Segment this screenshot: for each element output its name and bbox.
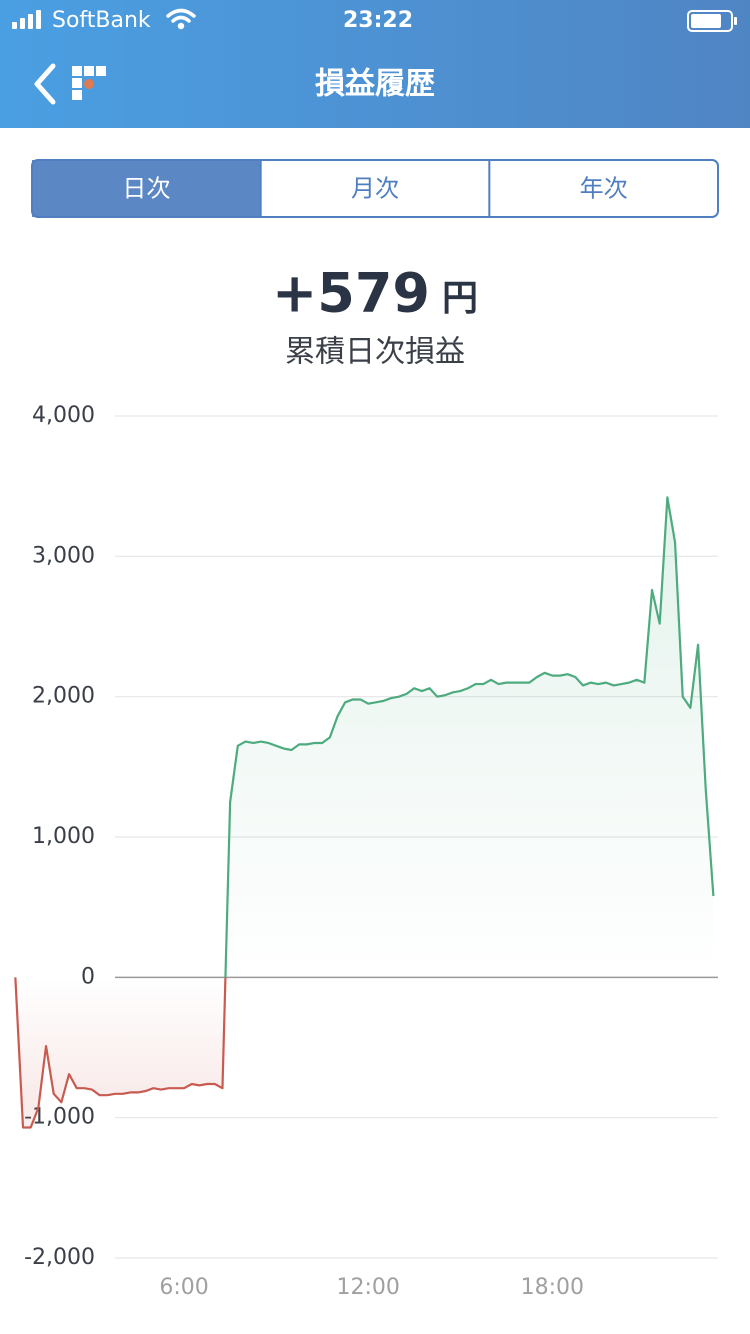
carrier: SoftBank	[52, 8, 151, 33]
y-tick-label: 4,000	[32, 403, 95, 428]
tab-label: 日次	[122, 175, 170, 203]
y-tick-label: 1,000	[32, 824, 95, 849]
x-tick-label: 6:00	[159, 1275, 208, 1300]
tab-border	[31, 159, 719, 218]
signal-icon	[12, 10, 41, 29]
y-tick-label: -2,000	[24, 1245, 95, 1270]
summary-label: 累積日次損益	[285, 335, 465, 370]
battery-icon	[687, 10, 737, 32]
y-tick-label: 2,000	[32, 684, 95, 709]
wifi-icon	[166, 8, 196, 30]
nav-title: 損益履歴	[315, 67, 435, 102]
header-bg	[0, 0, 750, 128]
app-logo	[72, 66, 106, 100]
area-fill	[15, 497, 714, 1128]
tab-label: 年次	[580, 175, 628, 203]
line	[14, 496, 715, 1129]
tab-bg	[489, 160, 718, 217]
back-button[interactable]	[34, 63, 56, 105]
summary-unit: 円	[442, 278, 478, 319]
tab-label: 月次	[351, 175, 399, 203]
x-tick-label: 18:00	[521, 1275, 584, 1300]
summary-value: +579	[272, 262, 430, 325]
clock: 23:22	[343, 8, 413, 33]
tab-bg	[32, 160, 261, 217]
segmented-control: 日次 月次 年次	[31, 159, 719, 218]
x-tick-label: 12:00	[337, 1275, 400, 1300]
tab[interactable]: 月次	[259, 160, 490, 217]
tab[interactable]: 年次	[488, 160, 718, 217]
tab-bg	[260, 160, 490, 217]
y-tick-label: 3,000	[32, 543, 95, 568]
tab[interactable]: 日次	[32, 160, 261, 217]
